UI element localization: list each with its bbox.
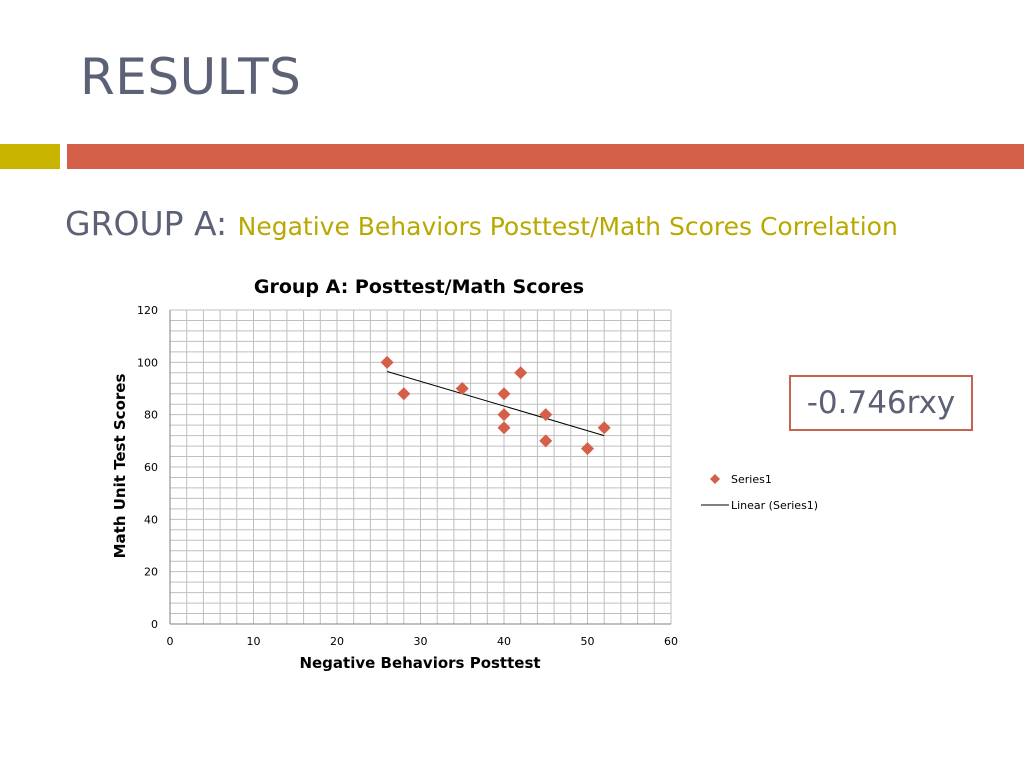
- legend-marker-series1: [710, 474, 720, 484]
- legend-label-trendline: Linear (Series1): [731, 499, 818, 512]
- x-tick-label: 50: [581, 635, 595, 648]
- x-axis-ticks: 0 10 20 30 40 50 60: [167, 635, 679, 648]
- legend-label-series1: Series1: [731, 473, 772, 486]
- y-tick-label: 0: [151, 618, 158, 631]
- x-tick-label: 0: [167, 635, 174, 648]
- data-point-marker: [539, 434, 553, 448]
- y-axis-title: Math Unit Test Scores: [111, 374, 129, 559]
- subtitle-description: Negative Behaviors Posttest/Math Scores …: [237, 212, 898, 241]
- data-point-marker: [514, 366, 528, 380]
- accent-bar-red: [67, 144, 1024, 169]
- chart-title: Group A: Posttest/Math Scores: [254, 276, 584, 298]
- data-point-marker: [581, 442, 594, 456]
- chart-legend: Series1 Linear (Series1): [701, 473, 818, 512]
- x-tick-label: 20: [330, 635, 344, 648]
- data-point-marker: [497, 387, 511, 401]
- x-tick-label: 10: [247, 635, 261, 648]
- x-axis-title: Negative Behaviors Posttest: [299, 654, 540, 672]
- data-point-marker: [597, 421, 611, 435]
- y-tick-label: 20: [144, 566, 158, 579]
- chart-gridlines: [169, 309, 672, 625]
- slide-subtitle: GROUP A: Negative Behaviors Posttest/Mat…: [65, 204, 898, 243]
- data-point-marker: [380, 355, 394, 369]
- trendline: [386, 371, 605, 437]
- x-tick-label: 40: [497, 635, 511, 648]
- slide-title: RESULTS: [80, 48, 302, 106]
- data-point-marker: [497, 421, 511, 435]
- x-tick-label: 30: [414, 635, 428, 648]
- x-tick-label: 60: [664, 635, 678, 648]
- chart-axes: [169, 310, 671, 625]
- data-point-marker: [539, 408, 553, 422]
- data-point-marker: [455, 382, 469, 395]
- accent-bar-gold: [0, 144, 60, 169]
- correlation-value-box: -0.746rxy: [789, 375, 973, 431]
- y-tick-label: 80: [144, 409, 158, 422]
- y-axis-ticks: 0 20 40 60 80 100 120: [137, 304, 158, 631]
- y-tick-label: 40: [144, 513, 158, 526]
- y-tick-label: 100: [137, 356, 158, 369]
- subtitle-group-label: GROUP A:: [65, 204, 238, 243]
- y-tick-label: 60: [144, 461, 158, 474]
- data-point-marker: [397, 387, 411, 401]
- data-points: [380, 355, 611, 456]
- trendline-layer: [386, 371, 605, 437]
- data-point-marker: [497, 408, 511, 422]
- y-tick-label: 120: [137, 304, 158, 317]
